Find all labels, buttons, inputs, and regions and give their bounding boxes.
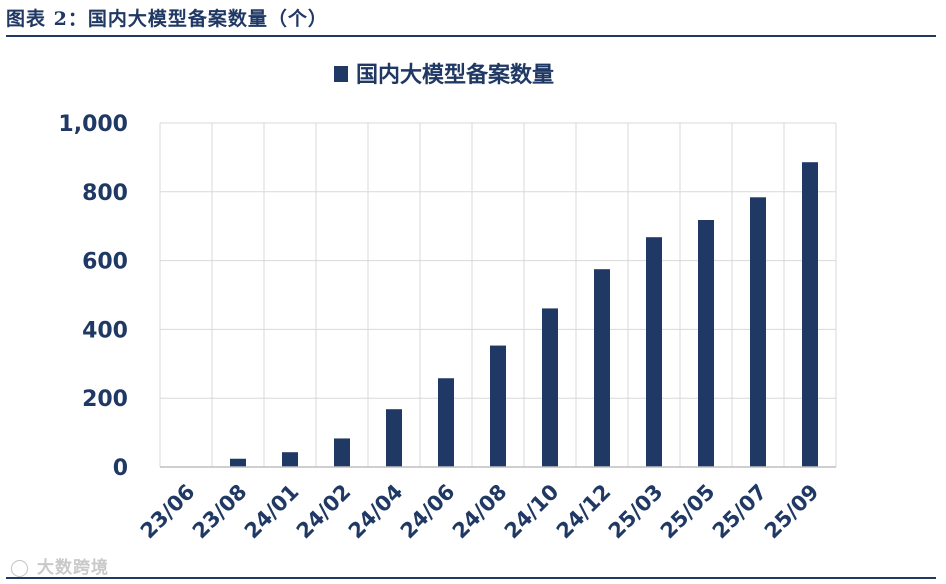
x-tick-label: 25/09	[760, 480, 824, 544]
bar	[802, 162, 818, 467]
x-axis-ticks: 23/0623/0824/0124/0224/0424/0624/0824/10…	[136, 480, 824, 544]
y-tick-label: 200	[82, 387, 128, 412]
x-tick-label: 23/06	[136, 480, 200, 544]
bar	[438, 378, 454, 467]
y-tick-label: 0	[113, 456, 128, 481]
x-tick-label: 24/08	[448, 480, 512, 544]
bar	[698, 220, 714, 467]
x-tick-label: 24/06	[396, 480, 460, 544]
bar	[334, 438, 350, 467]
x-tick-label: 24/10	[500, 480, 564, 544]
figure-title: 图表 2：国内大模型备案数量（个）	[6, 8, 328, 30]
x-tick-label: 23/08	[188, 480, 252, 544]
watermark-logo: ◯ 大数跨境	[10, 553, 109, 578]
x-tick-label: 24/02	[292, 480, 356, 544]
y-axis-ticks: 0 200 400 600 800 1,000	[58, 112, 128, 481]
legend-swatch	[334, 66, 348, 82]
y-tick-label: 400	[82, 318, 128, 343]
x-tick-label: 25/07	[708, 480, 772, 544]
y-tick-label: 800	[82, 181, 128, 206]
watermark-icon: ◯	[10, 558, 31, 578]
legend-label: 国内大模型备案数量	[356, 62, 554, 88]
bar	[490, 345, 506, 467]
bar	[282, 452, 298, 467]
bar	[594, 269, 610, 467]
title-rule	[6, 35, 936, 37]
bar	[230, 458, 246, 467]
bar	[542, 308, 558, 467]
bar	[750, 197, 766, 467]
y-tick-label: 600	[82, 250, 128, 275]
x-tick-label: 24/04	[344, 480, 408, 544]
x-tick-label: 25/05	[656, 480, 720, 544]
y-tick-label: 1,000	[58, 112, 128, 137]
x-tick-label: 24/01	[240, 480, 304, 544]
legend: 国内大模型备案数量	[334, 62, 554, 88]
gridlines	[159, 122, 837, 467]
x-tick-label: 25/03	[604, 480, 668, 544]
bars	[178, 162, 818, 468]
bar	[646, 237, 662, 467]
bottom-rule	[6, 577, 936, 579]
x-tick-label: 24/12	[552, 480, 616, 544]
bar	[386, 409, 402, 467]
watermark-text: 大数跨境	[36, 558, 109, 578]
